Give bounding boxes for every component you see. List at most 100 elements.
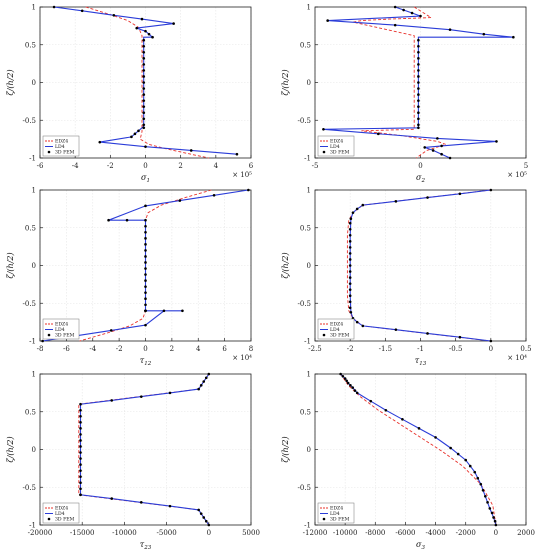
fem-data-point xyxy=(130,135,133,139)
fem-data-point xyxy=(384,408,388,412)
fem-data-point xyxy=(495,140,498,143)
fem-data-point xyxy=(144,255,147,258)
y-tick-label: -1 xyxy=(29,522,36,530)
fem-data-point xyxy=(417,427,421,430)
fem-data-point xyxy=(199,384,203,387)
fem-data-point xyxy=(355,391,359,395)
x-axis-label: τ13 xyxy=(415,356,427,367)
edz4-line xyxy=(352,6,448,159)
fem-data-point xyxy=(423,146,427,149)
fem-data-point xyxy=(351,211,355,214)
legend-marker xyxy=(47,150,51,154)
fem-data-point xyxy=(133,132,137,136)
fem-data-point xyxy=(448,28,452,31)
legend-label: LD4 xyxy=(330,144,340,150)
y-tick-label: -1 xyxy=(304,338,311,346)
y-axis-label: ζ/(h/2) xyxy=(6,436,15,462)
y-axis-label: ζ/(h/2) xyxy=(6,69,15,95)
fem-data-point xyxy=(494,523,498,527)
x-tick-label: 5 xyxy=(524,162,528,170)
chart-panel-5: -20000 -15000 -10000 -5000 0 5000 -1 -0.5 0 0.5 1 τ… xyxy=(6,371,260,550)
fem-data-point xyxy=(417,51,420,54)
fem-data-point xyxy=(139,395,143,398)
fem-data-point xyxy=(394,328,398,331)
fem-data-point xyxy=(488,507,492,510)
fem-data-point xyxy=(98,140,102,144)
fem-data-point xyxy=(202,516,206,519)
fem-data-point xyxy=(79,469,82,472)
fem-data-point xyxy=(348,246,352,249)
fem-data-point xyxy=(147,32,151,36)
x-tick-label: 0 xyxy=(489,345,493,353)
y-tick-label: 0.5 xyxy=(300,41,311,49)
legend-label: EDZ4 xyxy=(330,506,343,512)
fem-data-point xyxy=(235,152,239,156)
fem-data-point xyxy=(144,249,147,252)
fem-data-point xyxy=(456,452,460,456)
fem-data-point xyxy=(489,188,493,192)
fem-data-point xyxy=(142,117,146,121)
y-tick-label: 0.5 xyxy=(300,408,311,416)
fem-data-point xyxy=(458,192,462,196)
fem-data-point xyxy=(417,99,420,102)
fem-data-point xyxy=(172,22,175,25)
fem-data-point xyxy=(144,224,147,228)
fem-data-point xyxy=(348,288,352,291)
legend-marker xyxy=(47,517,51,521)
legend-label: LD4 xyxy=(330,511,340,517)
x-tick-label: -12000 xyxy=(303,529,328,537)
x-tick-label: -10000 xyxy=(333,529,358,537)
axis-exponent: × 10⁴ xyxy=(507,354,527,362)
fem-data-point xyxy=(142,87,146,90)
x-axis-label-subscript: 1 xyxy=(146,178,150,184)
fem-data-point xyxy=(361,324,365,328)
x-tick-label: -2000 xyxy=(456,529,476,537)
fem-data-point xyxy=(79,475,82,478)
fem-data-point xyxy=(348,264,352,267)
fem-data-point xyxy=(353,389,357,392)
x-tick-label: 4 xyxy=(196,345,201,353)
fem-data-point xyxy=(144,218,147,222)
x-axis-label-subscript: 12 xyxy=(144,361,151,367)
y-tick-label: -0.5 xyxy=(298,117,312,125)
fem-data-point xyxy=(79,457,82,460)
fem-data-point xyxy=(162,309,166,313)
fem-data-point xyxy=(348,306,352,310)
x-tick-label: 5000 xyxy=(242,529,260,537)
y-tick-label: 0 xyxy=(32,79,36,87)
fem-data-point xyxy=(426,332,429,335)
fem-data-point xyxy=(440,152,443,156)
fem-data-point xyxy=(110,399,114,402)
fem-data-point xyxy=(197,387,200,391)
fem-data-point xyxy=(394,200,398,203)
legend-label: LD4 xyxy=(55,327,65,333)
legend-marker xyxy=(322,333,326,337)
y-axis-label: ζ/(h/2) xyxy=(281,436,290,462)
legend-label: 3D FEM xyxy=(330,333,350,339)
fem-data-point xyxy=(326,19,329,22)
fem-data-point xyxy=(322,128,325,131)
fem-data-point xyxy=(486,501,489,504)
x-axis-label: τ23 xyxy=(140,540,152,550)
fem-data-point xyxy=(137,129,140,133)
legend-marker xyxy=(322,150,326,154)
fem-data-point xyxy=(417,75,420,78)
y-tick-label: 0.5 xyxy=(25,224,36,232)
y-tick-label: 1 xyxy=(307,371,311,379)
fem-data-point xyxy=(144,145,147,148)
x-tick-label: 8 xyxy=(249,345,253,353)
fem-data-point xyxy=(393,5,397,9)
fem-data-point xyxy=(197,508,200,512)
x-tick-label: -15000 xyxy=(70,529,95,537)
fem-data-point xyxy=(178,199,182,202)
fem-data-point xyxy=(142,69,146,72)
x-tick-label: -1.5 xyxy=(379,345,393,353)
legend-label: EDZ4 xyxy=(55,506,68,512)
y-tick-label: 0 xyxy=(32,262,36,270)
fem-data-point xyxy=(512,35,515,39)
fem-data-point xyxy=(482,32,486,36)
chart-panel-3: -8 -6 -4 -2 0 2 4 6 8 -1 -0.5 0 0.5 1 × 10⁴ τ12 ζ/(h/2) E… xyxy=(6,187,253,368)
ld4-line xyxy=(79,373,210,526)
x-tick-label: 0 xyxy=(143,162,147,170)
